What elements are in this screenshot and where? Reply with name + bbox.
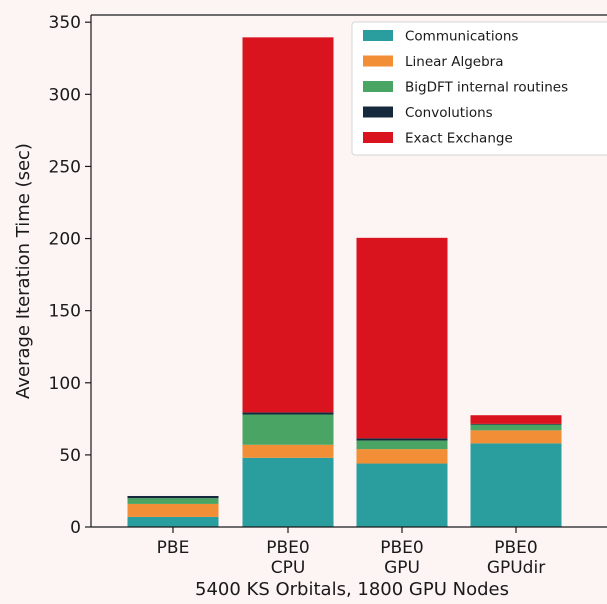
y-tick-label-7: 350 xyxy=(49,13,81,33)
legend-swatch-0 xyxy=(363,30,393,41)
x-tick-label-0-0: PBE xyxy=(157,538,190,558)
x-tick-label-3-0: PBE0 xyxy=(494,538,537,558)
legend-label-3: Convolutions xyxy=(405,105,493,121)
legend-swatch-3 xyxy=(363,106,393,118)
bar-segment-2-1 xyxy=(242,414,334,445)
bar-segment-1-2 xyxy=(356,449,448,464)
legend-swatch-2 xyxy=(363,81,393,92)
x-tick-label-1-1: CPU xyxy=(271,558,306,578)
bar-segment-0-3 xyxy=(470,443,562,527)
bar-segment-1-3 xyxy=(470,430,562,444)
y-ticks-group: 0 50 100 150 200 250 300 350 xyxy=(49,13,91,538)
legend-box xyxy=(351,21,607,156)
bar-segment-3-0 xyxy=(127,495,219,499)
y-tick-label-6: 300 xyxy=(49,85,81,105)
bar-segment-2-2 xyxy=(356,440,448,450)
legend-swatch-4 xyxy=(363,132,393,143)
y-tick-label-3: 150 xyxy=(49,302,81,322)
x-axis-label: 5400 KS Orbitals, 1800 GPU Nodes xyxy=(195,579,509,600)
x-tick-label-2-1: GPU xyxy=(384,558,420,578)
x-tick-label-2-0: PBE0 xyxy=(380,538,423,558)
bar-segment-4-3 xyxy=(470,415,562,424)
legend-label-4: Exact Exchange xyxy=(405,131,513,147)
bar-segment-4-1 xyxy=(242,37,334,413)
bars-group xyxy=(127,37,562,527)
bar-segment-4-2 xyxy=(356,237,448,439)
y-tick-label-2: 100 xyxy=(49,374,81,394)
legend-swatch-1 xyxy=(363,55,393,67)
bar-segment-3-2 xyxy=(356,438,448,441)
x-tick-label-3-1: GPUdir xyxy=(487,558,545,578)
bar-segment-0-1 xyxy=(242,457,334,527)
legend: Communications Linear Algebra BigDFT inter… xyxy=(351,21,607,156)
y-tick-label-1: 50 xyxy=(59,446,81,466)
bar-segment-2-0 xyxy=(127,498,219,504)
bar-segment-0-0 xyxy=(127,516,219,527)
bar-segment-0-2 xyxy=(356,463,448,527)
bar-segment-1-1 xyxy=(242,444,334,458)
legend-label-2: BigDFT internal routines xyxy=(405,80,568,96)
bar-segment-3-3 xyxy=(470,423,562,425)
x-tick-label-1-0: PBE0 xyxy=(266,538,309,558)
bar-segment-3-1 xyxy=(242,412,334,415)
legend-label-1: Linear Algebra xyxy=(405,54,504,70)
y-axis-label: Average Iteration Time (sec) xyxy=(13,143,34,399)
bar-segment-2-3 xyxy=(470,424,562,431)
y-tick-label-4: 200 xyxy=(49,230,81,250)
y-tick-label-0: 0 xyxy=(70,518,81,538)
y-tick-label-5: 250 xyxy=(49,157,81,177)
legend-label-0: Communications xyxy=(405,29,518,45)
bar-segment-1-0 xyxy=(127,503,219,517)
